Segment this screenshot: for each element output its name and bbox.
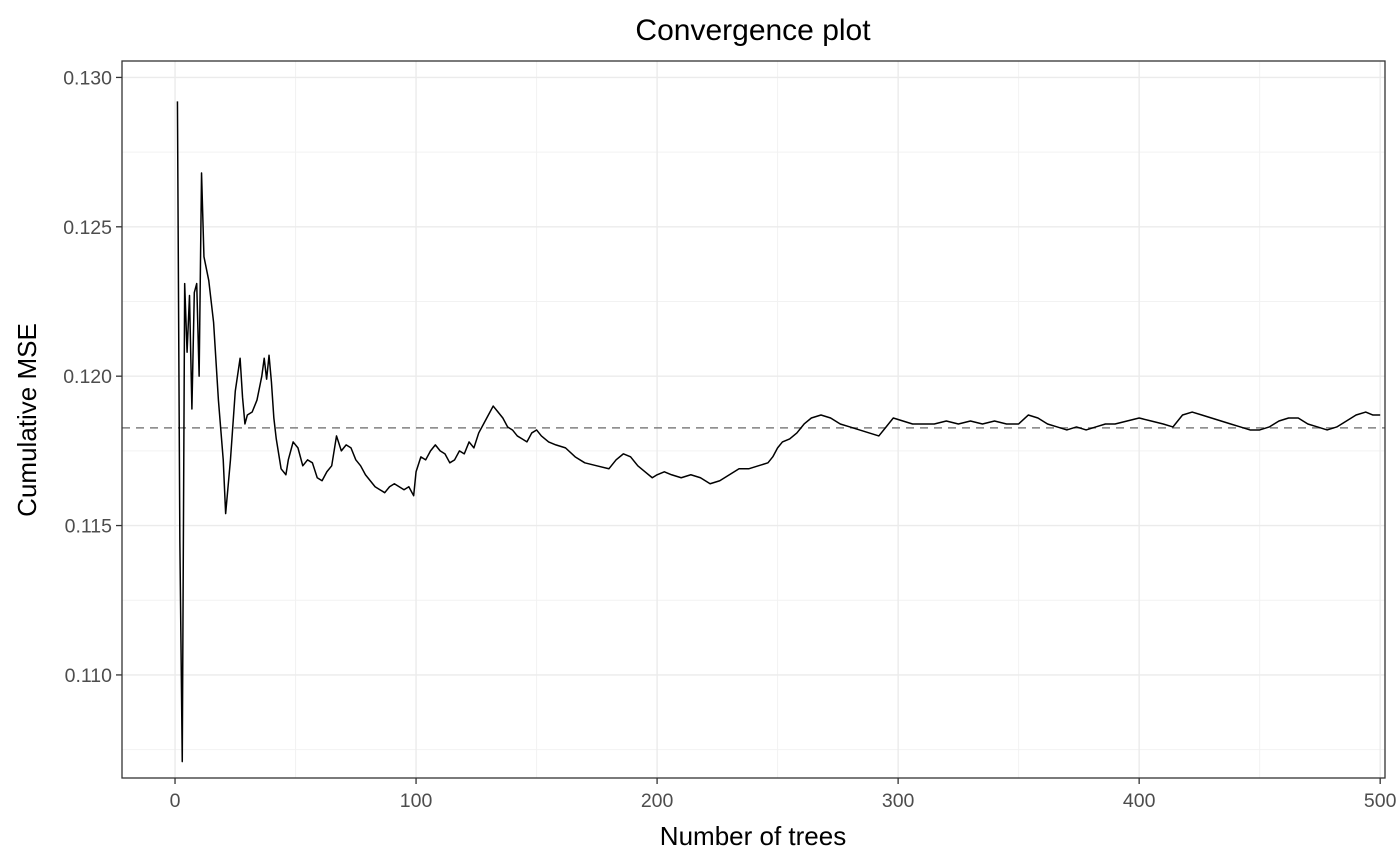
y-tick-label: 0.125 (63, 217, 112, 239)
y-axis-title: Cumulative MSE (12, 323, 42, 517)
x-tick-label: 100 (400, 790, 433, 812)
x-tick-label: 400 (1123, 790, 1156, 812)
x-tick-label: 0 (170, 790, 181, 812)
x-tick-label: 300 (882, 790, 915, 812)
y-tick-label: 0.115 (65, 516, 113, 538)
y-tick-label: 0.120 (63, 366, 112, 388)
x-tick-label: 200 (641, 790, 674, 812)
y-tick-label: 0.110 (65, 665, 113, 687)
y-tick-label: 0.130 (63, 67, 112, 89)
y-axis-ticks: 0.110 0.115 0.120 0.125 0.130 (63, 67, 122, 687)
x-axis-title: Number of trees (660, 821, 846, 851)
cumulative-mse-line (176, 101, 1381, 763)
x-tick-label: 500 (1364, 790, 1397, 812)
chart-title: Convergence plot (635, 14, 871, 47)
x-axis-ticks: 0 100 200 300 400 500 (170, 778, 1397, 812)
panel-border (121, 60, 1386, 779)
series-layer (176, 101, 1381, 763)
